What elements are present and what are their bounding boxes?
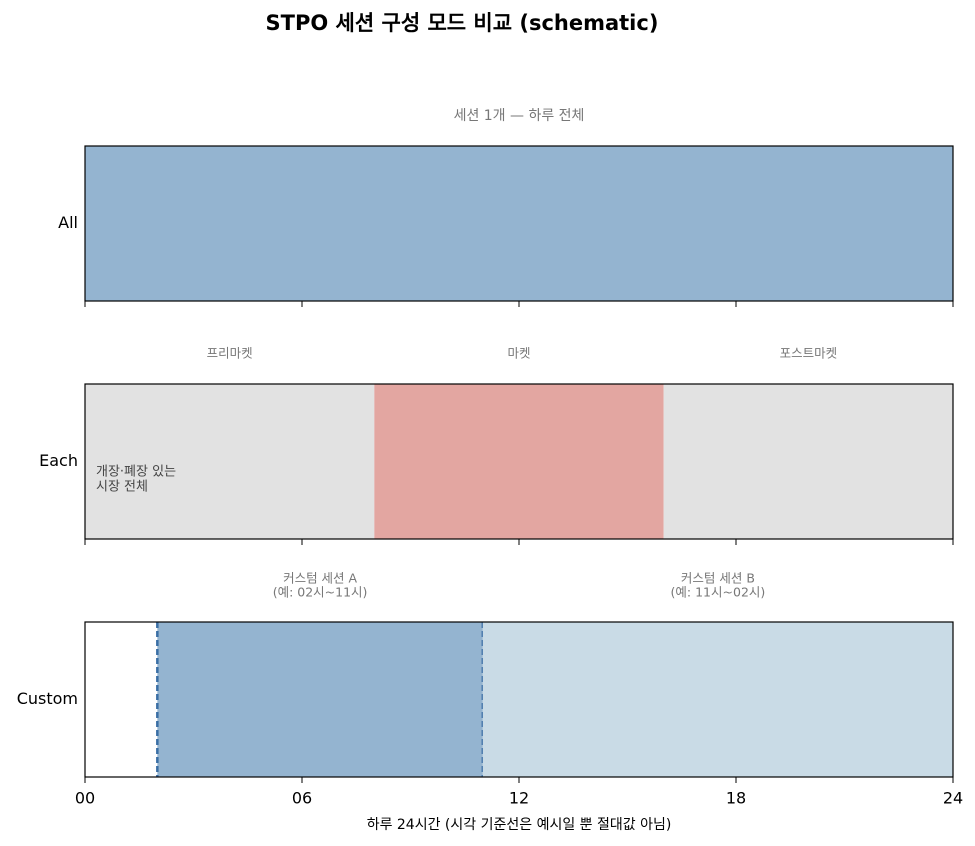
x-tick-label: 24: [943, 789, 963, 808]
session-span: [157, 622, 483, 777]
panel-annotation: 개장·폐장 있는: [96, 465, 176, 480]
session-span: [85, 384, 375, 539]
segment-label: 마켓: [507, 346, 530, 361]
segment-note: (예: 02시~11시): [273, 585, 368, 600]
segment-note: (예: 11시~02시): [671, 585, 766, 600]
session-span: [374, 384, 664, 539]
x-tick-label: 12: [509, 789, 529, 808]
x-tick-label: 06: [292, 789, 312, 808]
segment-label: 프리마켓: [207, 346, 253, 361]
x-axis-label: 하루 24시간 (시각 기준선은 예시일 뿐 절대값 아님): [367, 817, 672, 833]
segment-label: 커스텀 세션 B: [681, 571, 755, 586]
panel-label: Custom: [17, 689, 78, 708]
segment-label: 커스텀 세션 A: [283, 571, 357, 586]
session-span: [482, 622, 953, 777]
segment-label: 포스트마켓: [780, 346, 838, 361]
session-span: [85, 146, 953, 301]
panel-annotation: 시장 전체: [96, 480, 148, 495]
panel-label: Each: [39, 451, 78, 470]
panel-label: All: [58, 213, 78, 232]
panel-subtitle: 세션 1개 — 하루 전체: [454, 108, 585, 124]
session-span: [663, 384, 953, 539]
chart-title: STPO 세션 구성 모드 비교 (schematic): [266, 11, 659, 35]
x-tick-label: 18: [726, 789, 746, 808]
x-tick-label: 00: [75, 789, 95, 808]
